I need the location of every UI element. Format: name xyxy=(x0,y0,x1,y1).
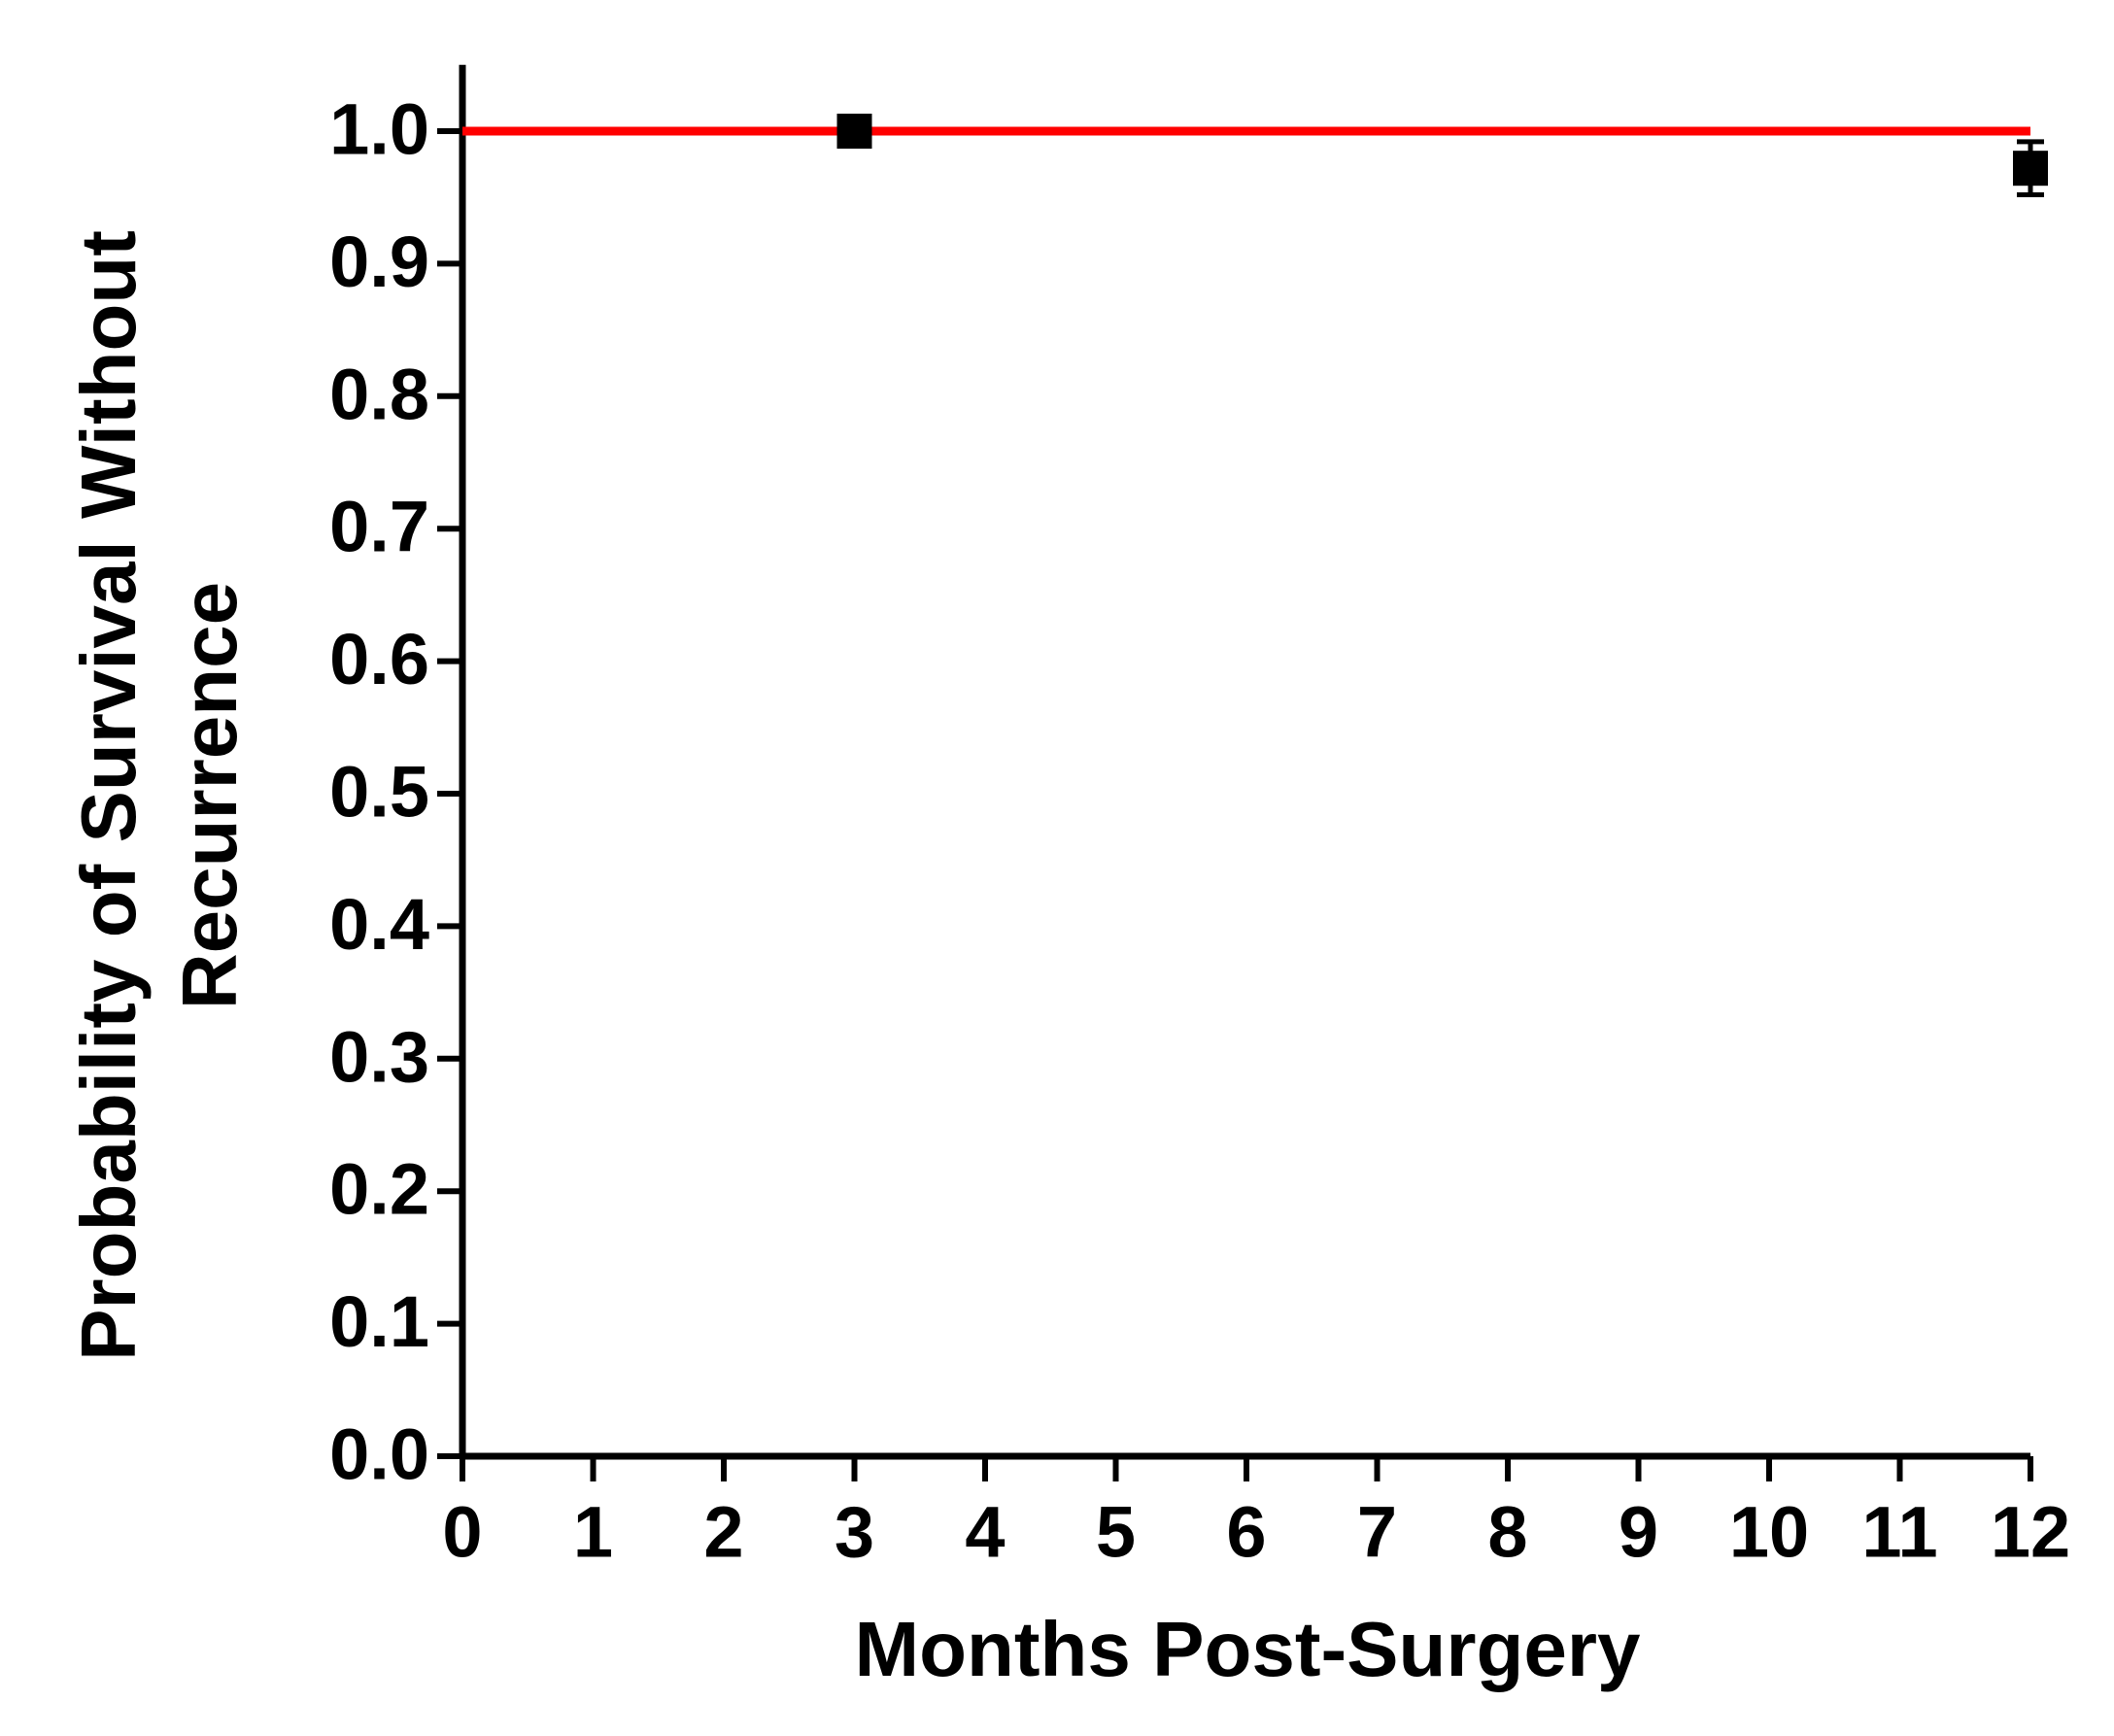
y-tick-label: 0.4 xyxy=(329,884,429,965)
x-tick-label: 3 xyxy=(835,1492,874,1573)
y-tick-label: 1.0 xyxy=(329,89,429,170)
x-tick-label: 9 xyxy=(1619,1492,1658,1573)
x-tick-label: 2 xyxy=(703,1492,743,1573)
y-tick-label: 0.6 xyxy=(329,619,429,699)
x-tick-label: 7 xyxy=(1357,1492,1397,1573)
x-tick-label: 11 xyxy=(1861,1492,1937,1573)
y-tick-label: 0.3 xyxy=(329,1016,429,1097)
y-tick-label: 0.5 xyxy=(329,752,429,833)
data-point xyxy=(836,114,872,149)
x-tick-label: 1 xyxy=(573,1492,613,1573)
y-tick-label: 0.7 xyxy=(329,487,429,567)
y-axis-title: Probability of Survival Without xyxy=(65,230,152,1361)
x-tick-label: 4 xyxy=(965,1492,1005,1573)
x-tick-label: 8 xyxy=(1487,1492,1527,1573)
data-point xyxy=(2013,151,2048,187)
x-tick-label: 6 xyxy=(1226,1492,1266,1573)
y-tick-label: 0.8 xyxy=(329,354,429,434)
x-tick-label: 10 xyxy=(1729,1492,1809,1573)
x-tick-label: 0 xyxy=(442,1492,482,1573)
x-tick-label: 5 xyxy=(1096,1492,1136,1573)
y-axis-title: Recurrence xyxy=(166,582,253,1009)
y-tick-label: 0.0 xyxy=(329,1414,429,1495)
y-tick-label: 0.1 xyxy=(329,1281,429,1362)
x-tick-label: 12 xyxy=(1991,1492,2070,1573)
x-axis-title: Months Post-Surgery xyxy=(855,1606,1641,1692)
y-tick-label: 0.2 xyxy=(329,1149,429,1230)
y-tick-label: 0.9 xyxy=(329,221,429,302)
